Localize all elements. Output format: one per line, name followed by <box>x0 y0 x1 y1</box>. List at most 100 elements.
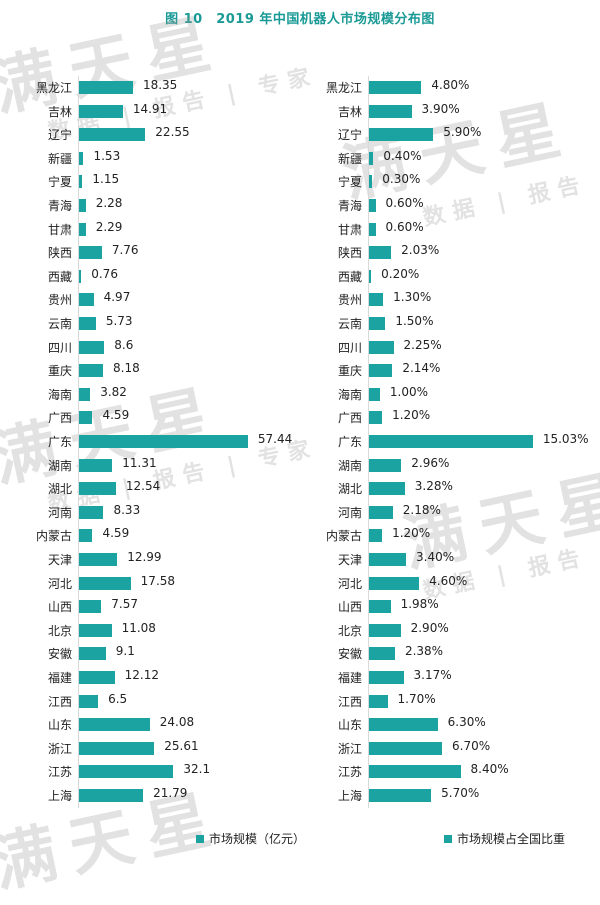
category-label: 四川 <box>47 340 72 355</box>
value-label: 8.18 <box>113 361 140 376</box>
bar <box>369 505 393 519</box>
bar <box>79 529 93 543</box>
bar-row: 上海 5.70% <box>290 784 600 808</box>
bar-row: 湖南 11.31 <box>0 454 300 478</box>
bar-row: 西藏 0.20% <box>290 265 600 289</box>
bar-row: 广西 1.20% <box>290 406 600 430</box>
bar <box>79 671 115 684</box>
value-label: 1.70% <box>397 691 436 706</box>
bar <box>369 765 461 779</box>
value-label: 32.1 <box>183 762 211 777</box>
category-label: 黑龙江 <box>35 81 72 95</box>
value-label: 1.50% <box>395 314 434 328</box>
bar <box>79 340 105 354</box>
value-label: 2.25% <box>403 337 442 352</box>
category-label: 湖北 <box>47 482 72 497</box>
value-label: 4.59 <box>102 408 130 423</box>
bar <box>79 435 248 448</box>
category-label: 黑龙江 <box>325 81 362 95</box>
value-label: 4.97 <box>103 290 131 305</box>
bar-row: 江西 1.70% <box>290 690 600 714</box>
bar-row: 广东 57.44 <box>0 430 300 454</box>
bar-row: 浙江 6.70% <box>290 737 600 761</box>
value-label: 2.96% <box>411 455 450 470</box>
bar-row: 浙江 25.61 <box>0 737 300 761</box>
category-label: 青海 <box>47 199 72 213</box>
bar-row: 河北 4.60% <box>290 572 600 596</box>
category-label: 山西 <box>337 600 362 615</box>
category-label: 湖南 <box>337 458 362 473</box>
value-label: 25.61 <box>164 738 199 753</box>
value-label: 1.20% <box>392 526 431 541</box>
category-label: 云南 <box>47 317 72 331</box>
bar <box>79 694 99 708</box>
value-label: 3.17% <box>413 668 452 682</box>
bar-row: 四川 2.25% <box>290 336 600 360</box>
bar <box>79 104 123 118</box>
category-label: 贵州 <box>337 293 362 308</box>
bar <box>369 623 401 637</box>
value-label: 5.90% <box>443 125 482 140</box>
category-label: 山西 <box>47 600 72 615</box>
bar <box>369 340 394 354</box>
bar-row: 上海 21.79 <box>0 784 300 808</box>
bar-row: 四川 8.6 <box>0 336 300 360</box>
value-label: 12.12 <box>124 668 159 682</box>
market-share-chart: 黑龙江 4.80% 吉林 3.90% 辽宁 5.90% 新疆 0.40% 宁夏 0.30% 青海 0.… <box>290 76 600 808</box>
value-label: 7.76 <box>111 243 139 258</box>
bar <box>369 222 376 236</box>
value-label: 4.80% <box>431 78 470 92</box>
value-label: 0.60% <box>385 219 424 234</box>
bar <box>79 81 133 94</box>
value-label: 0.20% <box>381 266 420 281</box>
value-label: 0.30% <box>382 172 421 187</box>
value-label: 9.1 <box>115 644 135 659</box>
category-label: 江苏 <box>337 765 362 780</box>
bar <box>369 576 420 590</box>
bar <box>79 128 146 142</box>
value-label: 1.98% <box>400 597 439 612</box>
bar <box>369 671 404 684</box>
category-label: 河南 <box>47 505 72 520</box>
category-label: 北京 <box>47 623 72 638</box>
bar-row: 海南 3.82 <box>0 383 300 407</box>
bar-row: 重庆 8.18 <box>0 359 300 383</box>
value-label: 12.99 <box>127 550 162 564</box>
bar <box>79 387 91 401</box>
value-label: 2.28 <box>95 196 123 210</box>
category-label: 福建 <box>337 671 362 685</box>
value-label: 6.70% <box>452 738 491 753</box>
bar <box>79 765 174 779</box>
bar-row: 北京 2.90% <box>290 619 600 643</box>
category-label: 安徽 <box>337 647 362 662</box>
bar <box>79 623 112 637</box>
bar <box>369 81 422 94</box>
bar <box>369 411 383 425</box>
value-label: 5.73 <box>105 314 133 328</box>
bar <box>369 387 380 401</box>
value-label: 17.58 <box>140 573 176 588</box>
bar <box>79 411 93 425</box>
value-label: 22.55 <box>155 125 190 140</box>
category-label: 海南 <box>47 387 72 402</box>
bar-row: 山东 24.08 <box>0 713 300 737</box>
bar <box>79 458 113 472</box>
bar-row: 云南 5.73 <box>0 312 300 336</box>
category-label: 天津 <box>337 553 362 567</box>
value-label: 7.57 <box>111 597 138 612</box>
category-label: 山东 <box>337 718 362 733</box>
category-label: 吉林 <box>337 104 362 119</box>
bar-row: 安徽 2.38% <box>290 642 600 666</box>
legend-label: 市场规模占全国比重 <box>457 832 566 846</box>
bar-row: 海南 1.00% <box>290 383 600 407</box>
value-label: 0.76 <box>91 266 118 281</box>
category-label: 内蒙古 <box>325 529 362 544</box>
bar-row: 湖北 3.28% <box>290 477 600 501</box>
bar-row: 安徽 9.1 <box>0 642 300 666</box>
category-label: 青海 <box>337 199 362 213</box>
value-label: 21.79 <box>153 786 188 800</box>
value-label: 1.15 <box>92 172 120 187</box>
bar-row: 重庆 2.14% <box>290 359 600 383</box>
bar <box>79 789 144 802</box>
category-label: 重庆 <box>337 364 362 379</box>
